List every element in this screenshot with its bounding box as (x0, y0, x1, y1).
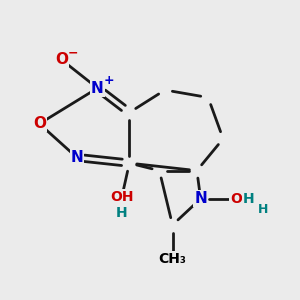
Text: CH₃: CH₃ (159, 252, 186, 266)
Text: H: H (258, 203, 268, 216)
Text: +: + (103, 74, 114, 87)
Text: H: H (116, 206, 128, 220)
Text: N: N (194, 191, 207, 206)
Text: O: O (56, 52, 68, 68)
Text: O: O (33, 116, 46, 131)
Text: −: − (68, 47, 78, 60)
Text: N: N (70, 150, 83, 165)
Text: O: O (230, 192, 242, 206)
Text: H: H (242, 192, 254, 206)
Text: N: N (91, 81, 104, 96)
Text: OH: OH (110, 190, 134, 204)
